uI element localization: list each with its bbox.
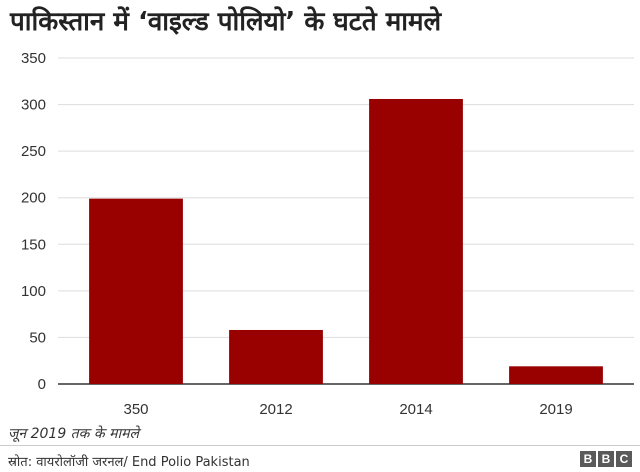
y-tick-label: 250	[21, 143, 46, 160]
x-tick-label: 350	[123, 401, 148, 418]
logo-letter: C	[616, 451, 632, 467]
y-tick-label: 0	[38, 376, 46, 393]
bar-chart: 0 50 100 150 200 250 300 350 350 2012 2014 2019	[21, 50, 634, 418]
bar	[509, 366, 603, 384]
logo-letter: B	[598, 451, 614, 467]
bar	[229, 329, 323, 384]
x-axis-ticks: 350 2012 2014 2019	[123, 401, 572, 418]
y-tick-label: 300	[21, 97, 46, 114]
chart-title: पाकिस्तान में ‘वाइल्ड पोलियो’ के घटते मा…	[10, 7, 442, 37]
bars	[89, 98, 603, 385]
bar	[89, 198, 183, 384]
y-tick-label: 200	[21, 190, 46, 207]
x-tick-label: 2012	[259, 401, 292, 418]
x-tick-label: 2019	[539, 401, 572, 418]
x-tick-label: 2014	[399, 401, 432, 418]
y-tick-label: 100	[21, 283, 46, 300]
y-tick-label: 350	[21, 50, 46, 67]
y-tick-label: 150	[21, 236, 46, 253]
bbc-logo: B B C	[580, 451, 632, 467]
bar	[369, 98, 463, 385]
source-text: स्रोत: वायरोलॉजी जरनल/ End Polio Pakista…	[8, 455, 250, 470]
logo-letter: B	[580, 451, 596, 467]
data-note: जून 2019 तक के मामले	[8, 426, 139, 442]
source-divider	[0, 445, 640, 446]
y-axis-ticks: 0 50 100 150 200 250 300 350	[21, 50, 46, 393]
y-tick-label: 50	[29, 329, 46, 346]
